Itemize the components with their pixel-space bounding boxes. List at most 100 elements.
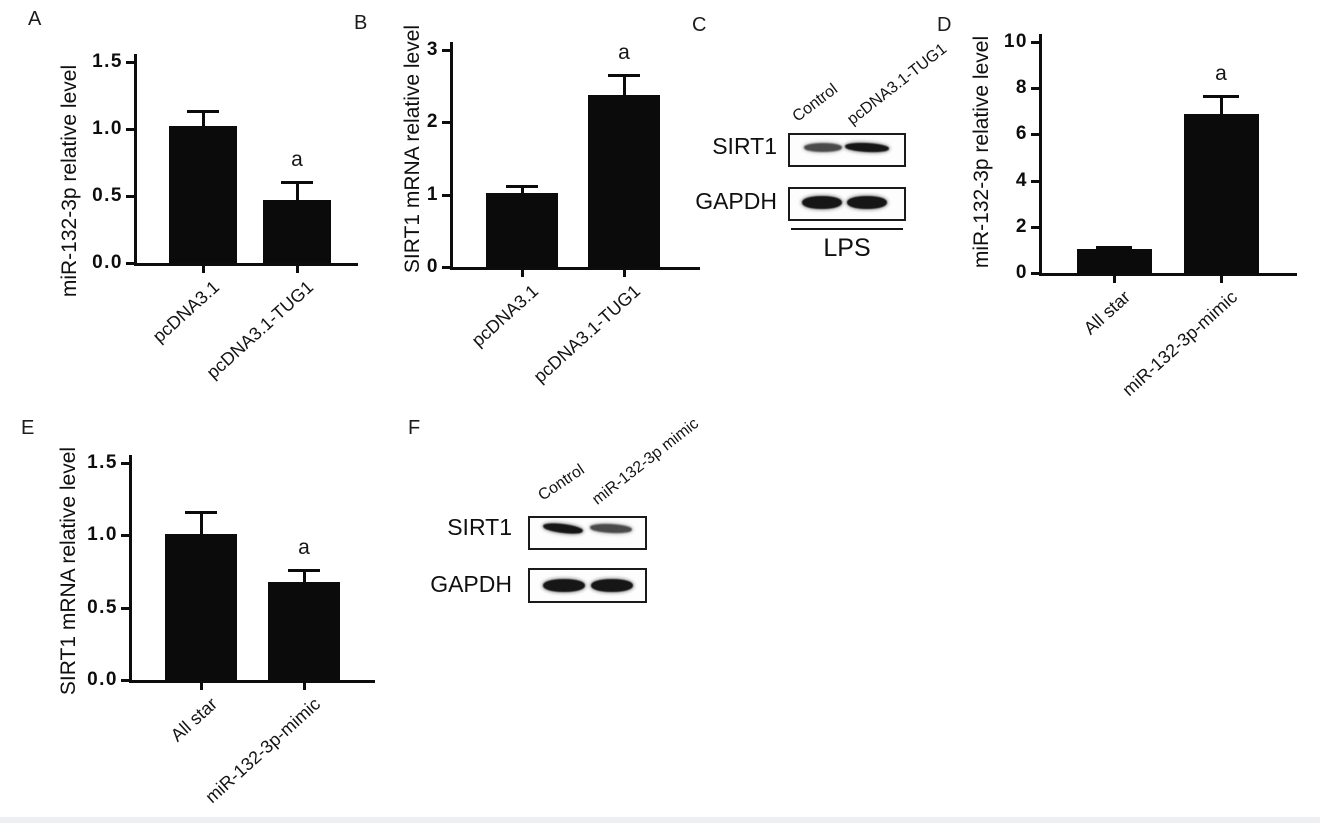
panel-f-protein-label-sirt1: SIRT1 [447, 514, 512, 540]
bottom-scroll-strip [0, 817, 1320, 823]
panel-e-error-stem [303, 569, 306, 588]
panel-a-y-axis-title: miR-132-3p relative level [58, 64, 81, 298]
panel-d-x-tick [1220, 276, 1223, 283]
panel-a-y-tick [126, 262, 134, 265]
panel-e-y-tick-label: 0.0 [87, 669, 118, 690]
panel-d-error-stem [1220, 95, 1223, 119]
panel-a-bar-2 [263, 200, 331, 263]
panel-label-f: F [408, 417, 421, 439]
panel-e-error-cap [288, 569, 320, 572]
panel-e-category-label: All star [166, 693, 222, 746]
panel-e-y-tick [121, 679, 129, 682]
panel-a-y-tick [126, 128, 134, 131]
panel-c-lane-label-1: Control [789, 80, 841, 126]
panel-e-y-tick [121, 607, 129, 610]
panel-b-error-cap [506, 185, 538, 188]
panel-d-significance-label: a [1215, 62, 1227, 85]
panel-b-category-label: pcDNA3.1 [467, 280, 543, 351]
panel-d-x-tick [1113, 276, 1116, 283]
panel-f-lane-label-1: Control [535, 461, 588, 505]
panel-e-error-cap [185, 511, 217, 514]
panel-a-y-tick [126, 195, 134, 198]
panel-b-error-stem [521, 185, 524, 199]
panel-d-y-axis-title: miR-132-3p relative level [970, 35, 993, 269]
panel-a-x-tick [202, 266, 205, 273]
panel-d-y-tick [1031, 180, 1039, 183]
panel-b-y-tick [442, 266, 450, 269]
panel-a-bar-1 [169, 126, 237, 263]
panel-d-category-label: All star [1079, 286, 1135, 339]
panel-b-y-tick [442, 121, 450, 124]
panel-c-protein-label-gapdh: GAPDH [695, 188, 777, 214]
panel-d-y-tick-label: 4 [1015, 170, 1028, 191]
panel-b-y-axis [450, 42, 453, 270]
panel-e-y-axis [129, 455, 132, 683]
panel-b-y-tick [442, 49, 450, 52]
panel-a-category-label: pcDNA3.1 [148, 276, 224, 347]
panel-a-y-tick-label: 0.5 [92, 185, 123, 206]
panel-e-y-tick [121, 534, 129, 537]
panel-d-bar-2 [1184, 114, 1259, 273]
panel-b-x-tick [623, 270, 626, 277]
panel-a-x-axis [134, 263, 358, 266]
panel-c-band-gapdh-2 [847, 196, 887, 209]
panel-d-y-tick [1031, 272, 1039, 275]
panel-label-b: B [354, 12, 368, 34]
panel-b-error-cap [608, 74, 640, 77]
panel-d-y-tick [1031, 87, 1039, 90]
panel-c-lane-label-2: pcDNA3.1-TUG1 [844, 40, 951, 129]
panel-b-x-axis [450, 267, 700, 270]
panel-a-error-stem [202, 110, 205, 132]
panel-c-treatment-label: LPS [823, 234, 871, 262]
panel-label-d: D [937, 14, 952, 36]
panel-c-protein-label-sirt1: SIRT1 [712, 133, 777, 159]
panel-e-y-axis-title: SIRT1 mRNA relative level [57, 446, 80, 696]
panel-e-y-tick-label: 1.0 [87, 524, 118, 545]
panel-e-y-tick-label: 0.5 [87, 597, 118, 618]
panel-a-x-tick [296, 266, 299, 273]
panel-f-lane-label-2: miR-132-3p mimic [589, 415, 703, 509]
panel-label-e: E [21, 417, 35, 439]
panel-a-y-tick-label: 1.5 [92, 51, 123, 72]
panel-e-x-tick [303, 683, 306, 690]
panel-d-y-tick-label: 8 [1015, 77, 1028, 98]
panel-e-bar-2 [268, 582, 340, 680]
panel-f-blot-box-sirt1 [528, 516, 647, 550]
panel-b-significance-label: a [618, 41, 630, 64]
panel-a-y-tick-label: 0.0 [92, 252, 123, 273]
panel-c-band-sirt1-1 [804, 143, 842, 152]
panel-d-y-tick [1031, 226, 1039, 229]
panel-f-band-gapdh-1 [543, 579, 585, 592]
panel-d-x-axis [1039, 273, 1297, 276]
panel-b-bar-1 [486, 193, 558, 267]
panel-a-error-cap [281, 181, 313, 184]
panel-e-significance-label: a [298, 536, 310, 559]
panel-b-y-tick-label: 3 [426, 39, 439, 60]
panel-b-y-tick [442, 194, 450, 197]
panel-b-error-stem [623, 74, 626, 101]
panel-label-c: C [692, 14, 707, 36]
panel-d-y-tick-label: 10 [1003, 31, 1028, 52]
panel-f-band-gapdh-2 [591, 579, 633, 592]
panel-d-y-tick-label: 6 [1015, 123, 1028, 144]
panel-b-y-axis-title: SIRT1 mRNA relative level [401, 24, 424, 274]
panel-a-error-cap [187, 110, 219, 113]
panel-e-x-tick [200, 683, 203, 690]
panel-a-significance-label: a [291, 148, 303, 171]
panel-e-y-tick [121, 462, 129, 465]
panel-d-y-tick [1031, 41, 1039, 44]
panel-d-y-axis [1039, 34, 1042, 276]
panel-e-bar-1 [165, 534, 237, 680]
panel-label-a: A [28, 8, 42, 30]
panel-b-y-tick-label: 0 [426, 256, 439, 277]
panel-a-y-axis [134, 54, 137, 266]
panel-d-category-label: miR-132-3p-mimic [1118, 286, 1242, 400]
panel-e-error-stem [200, 511, 203, 540]
panel-b-x-tick [521, 270, 524, 277]
panel-c-treatment-underline [791, 228, 903, 230]
panel-b-y-tick-label: 1 [426, 184, 439, 205]
panel-d-y-tick [1031, 133, 1039, 136]
panel-f-protein-label-gapdh: GAPDH [430, 571, 512, 597]
panel-d-y-tick-label: 2 [1015, 216, 1028, 237]
